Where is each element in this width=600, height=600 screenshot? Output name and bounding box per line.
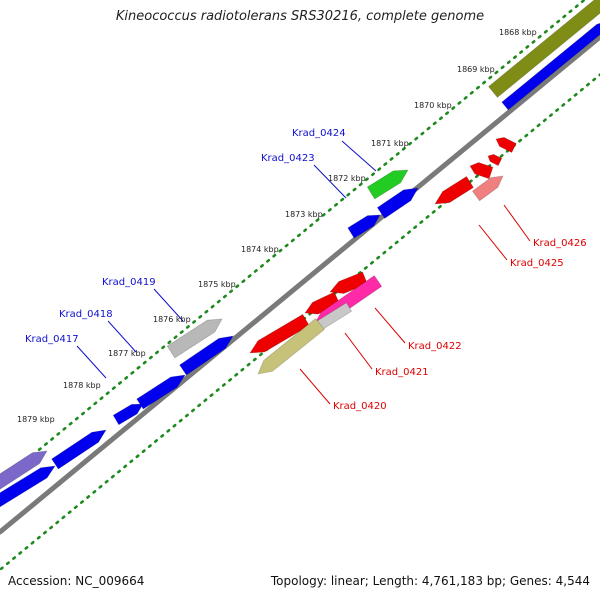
forward-gene-blue-lower xyxy=(51,429,107,470)
tick-label-7: 1874 kbp xyxy=(241,245,279,254)
dots-layer xyxy=(0,0,600,572)
gene-label-krad_0425: Krad_0425 xyxy=(510,258,564,269)
topology-text: Topology: linear; Length: 4,761,183 bp; … xyxy=(270,574,590,588)
callout-line-krad_0424 xyxy=(341,140,377,172)
callout-line-krad_0425 xyxy=(478,224,508,261)
backbone-layer xyxy=(0,33,600,535)
ticks-layer: 1868 kbp 1869 kbp 1870 kbp 1871 kbp 1872 kbp… xyxy=(17,28,537,424)
reverse-gene-krad0425 xyxy=(471,175,504,202)
tick-label-10: 1877 kbp xyxy=(108,349,146,358)
forward-gene-olive xyxy=(487,0,600,98)
callout-line-krad_0419 xyxy=(153,288,184,322)
callout-line-krad_0417 xyxy=(76,345,107,379)
tick-label-4: 1871 kbp xyxy=(371,139,409,148)
callout-line-krad_0422 xyxy=(374,307,406,344)
tick-label-11: 1878 kbp xyxy=(63,381,101,390)
gene-label-krad_0417: Krad_0417 xyxy=(25,334,79,345)
reverse-gene-krad0426 xyxy=(434,175,475,205)
forward-gene-krad0424 xyxy=(366,169,409,200)
gene-label-krad_0422: Krad_0422 xyxy=(408,341,462,352)
forward-gene-blue-middle xyxy=(179,335,234,376)
callout-line-krad_0420 xyxy=(299,368,331,405)
callouts-layer: Krad_0424 Krad_0423 Krad_0419 Krad_0418 Krad… xyxy=(25,128,587,412)
reverse-gene-krad0420 xyxy=(257,317,325,375)
tick-label-8: 1875 kbp xyxy=(198,280,236,289)
genome-backbone xyxy=(0,33,600,535)
forward-gene-blue-bottom xyxy=(0,465,56,508)
tick-label-5: 1872 kbp xyxy=(328,174,366,183)
map-title: Kineococcus radiotolerans SRS30216, comp… xyxy=(115,9,485,24)
forward-dotted-line xyxy=(0,0,587,484)
tick-label-9: 1876 kbp xyxy=(153,315,191,324)
gene-label-krad_0419: Krad_0419 xyxy=(102,277,156,288)
gene-label-krad_0420: Krad_0420 xyxy=(333,401,387,412)
callout-line-krad_0421 xyxy=(344,332,373,370)
forward-gene-small-blue xyxy=(347,214,381,239)
forward-gene-krad0418 xyxy=(136,374,186,410)
genes-layer xyxy=(0,0,600,508)
tick-label-3: 1870 kbp xyxy=(414,101,452,110)
gene-label-krad_0418: Krad_0418 xyxy=(59,309,113,320)
gene-label-krad_0423: Krad_0423 xyxy=(261,153,315,164)
callout-line-krad_0423 xyxy=(313,164,347,199)
gene-label-krad_0421: Krad_0421 xyxy=(375,367,429,378)
forward-gene-blue-top xyxy=(501,22,600,111)
callout-line-krad_0418 xyxy=(107,320,137,353)
gene-label-krad_0426: Krad_0426 xyxy=(533,238,587,249)
forward-gene-purple xyxy=(0,450,48,490)
forward-gene-krad0419 xyxy=(166,318,223,359)
reverse-gene-red-small-c xyxy=(469,162,494,180)
reverse-gene-red-small-a xyxy=(495,136,517,154)
reverse-gene-krad0422 xyxy=(249,313,310,354)
reverse-gene-red-small-b xyxy=(487,153,503,167)
tick-label-1: 1868 kbp xyxy=(499,28,537,37)
tick-label-6: 1873 kbp xyxy=(285,210,323,219)
forward-gene-krad0417 xyxy=(112,403,144,426)
gene-label-krad_0424: Krad_0424 xyxy=(292,128,346,139)
callout-line-krad_0426 xyxy=(503,204,531,242)
reverse-dotted-line xyxy=(0,73,600,572)
accession-text: Accession: NC_009664 xyxy=(8,574,145,588)
forward-gene-krad0423 xyxy=(376,187,419,219)
tick-label-12: 1879 kbp xyxy=(17,415,55,424)
tick-label-2: 1869 kbp xyxy=(457,65,495,74)
